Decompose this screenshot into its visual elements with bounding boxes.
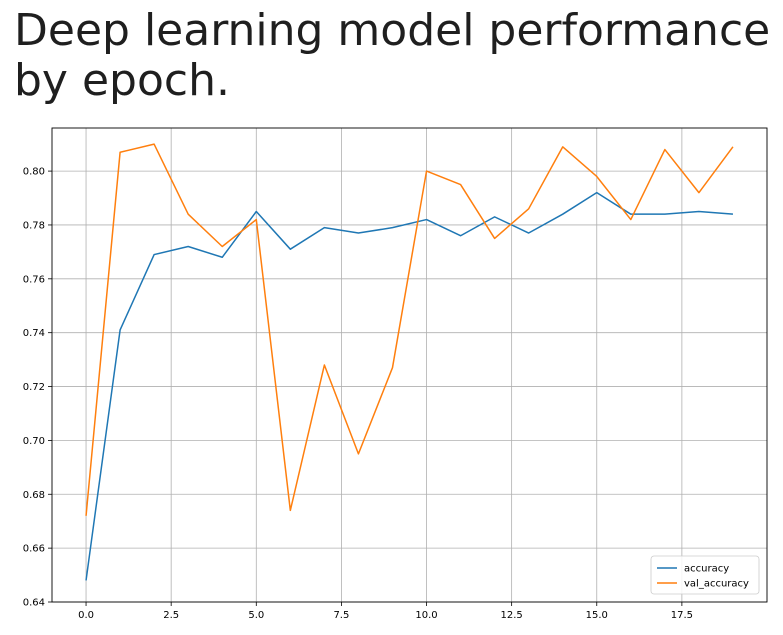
- y-tick-label: 0.80: [23, 167, 45, 178]
- x-tick-label: 12.5: [501, 610, 523, 621]
- x-tick-label: 17.5: [671, 610, 693, 621]
- legend-box: [650, 555, 760, 595]
- x-tick-label: 15.0: [586, 610, 608, 621]
- x-tick-label: 7.5: [333, 610, 349, 621]
- page-title: Deep learning model performance by epoch…: [14, 5, 771, 106]
- plot-frame: [51, 127, 768, 603]
- legend-label-accuracy: accuracy: [684, 564, 729, 575]
- y-tick-label: 0.74: [23, 328, 45, 339]
- y-tick-label: 0.76: [23, 274, 45, 285]
- y-tick-label: 0.70: [23, 436, 45, 447]
- axis-ticks: 0.0 2.5 5.0 7.5 10.0 12.5 15.0 17.5 0.64 0.66 0.68…: [23, 167, 693, 621]
- legend-label-val-accuracy: val_accuracy: [684, 579, 749, 590]
- y-tick-label: 0.64: [23, 598, 45, 609]
- y-tick-label: 0.68: [23, 490, 45, 501]
- series-line-val-accuracy: [85, 143, 734, 516]
- series-lines: [85, 143, 734, 581]
- x-tick-label: 10.0: [415, 610, 437, 621]
- grid: [52, 128, 767, 603]
- legend: accuracy val_accuracy: [650, 555, 760, 595]
- y-tick-label: 0.66: [23, 544, 45, 555]
- y-tick-label: 0.78: [23, 220, 45, 231]
- y-tick-label: 0.72: [23, 382, 45, 393]
- x-tick-label: 0.0: [78, 610, 94, 621]
- x-tick-label: 5.0: [248, 610, 264, 621]
- series-line-accuracy: [85, 191, 734, 581]
- x-tick-label: 2.5: [163, 610, 179, 621]
